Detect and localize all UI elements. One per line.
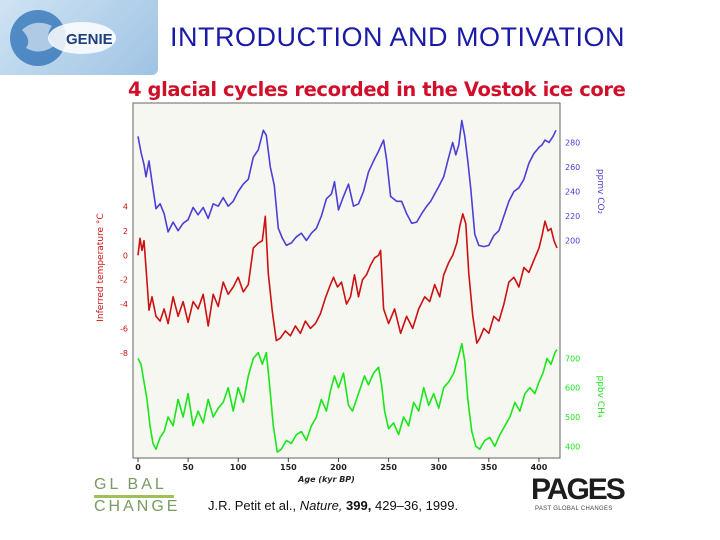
co2-tick-label: 240: [565, 188, 580, 197]
citation-pages-year: 429–36, 1999.: [374, 498, 459, 513]
x-tick-label: 400: [531, 463, 548, 472]
temperature-tick-label: -2: [120, 276, 128, 285]
temperature-tick-label: 2: [123, 227, 128, 236]
co2-tick-label: 200: [565, 237, 580, 246]
ch4-tick-label: 500: [565, 413, 580, 422]
x-tick-label: 100: [230, 463, 247, 472]
x-tick-label: 0: [135, 463, 141, 472]
x-tick-label: 200: [330, 463, 347, 472]
global-change-logo: GL BAL CHANGE: [94, 476, 182, 516]
temperature-tick-label: 0: [123, 251, 128, 260]
x-tick-label: 350: [480, 463, 497, 472]
co2-tick-label: 280: [565, 139, 580, 148]
co2-tick-label: 220: [565, 212, 580, 221]
global-change-logo-bar: [94, 495, 174, 498]
pages-logo-word: PAGES: [531, 473, 626, 506]
co2-axis-label: ppmv CO₂: [595, 169, 605, 215]
temperature-axis-label: Inferred temperature °C: [96, 213, 106, 321]
co2-series-line: [137, 119, 557, 248]
x-tick-label: 150: [280, 463, 297, 472]
genie-logo: GENIE: [0, 0, 158, 75]
global-change-logo-top: GL BAL: [94, 476, 167, 493]
x-tick-label: 250: [380, 463, 397, 472]
x-tick-label: 50: [183, 463, 195, 472]
ch4-tick-label: 600: [565, 384, 580, 393]
temperature-tick-label: -4: [120, 300, 128, 309]
ch4-series-line: [137, 343, 558, 453]
plot-frame: [132, 102, 561, 459]
co2-tick-label: 260: [565, 163, 580, 172]
temperature-tick-label: 4: [123, 203, 128, 212]
ch4-axis-label: ppbv CH₄: [595, 376, 605, 418]
global-change-logo-bottom: CHANGE: [94, 498, 181, 515]
globe-icon: GENIE: [10, 10, 116, 66]
temperature-series-line: [137, 213, 558, 344]
citation-journal: Nature,: [299, 498, 343, 513]
temperature-tick-label: -8: [120, 349, 128, 358]
pages-logo: PAGES PAST GLOBAL CHANGES: [531, 473, 626, 517]
x-tick-label: 300: [430, 463, 447, 472]
slide-title: INTRODUCTION AND MOTIVATION: [170, 22, 625, 52]
citation-volume: 399,: [346, 498, 372, 513]
temperature-tick-label: -6: [120, 324, 128, 333]
ch4-tick-label: 400: [565, 442, 580, 451]
genie-logo-text: GENIE: [66, 31, 113, 48]
citation: J.R. Petit et al., Nature, 399, 429–36, …: [208, 498, 458, 513]
pages-logo-subtitle: PAST GLOBAL CHANGES: [535, 506, 613, 512]
chart-title: 4 glacial cycles recorded in the Vostok …: [128, 78, 626, 101]
x-axis-label: Age (kyr BP): [297, 475, 355, 484]
ch4-tick-label: 700: [565, 354, 580, 363]
citation-authors: J.R. Petit et al.,: [208, 498, 297, 513]
